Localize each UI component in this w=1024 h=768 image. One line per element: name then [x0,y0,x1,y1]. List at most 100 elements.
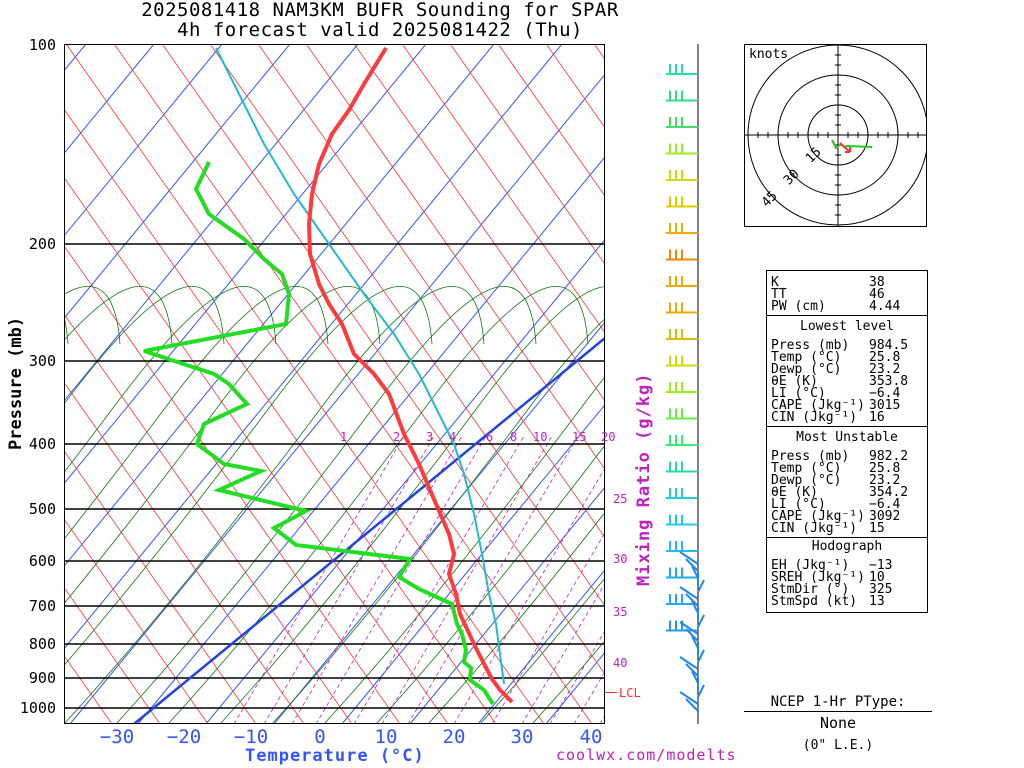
pressure-tick: 400 [28,435,56,453]
stat-label: StmDir (°) [771,582,850,597]
dewpoint-trace [143,161,495,706]
stat-value: 25.8 [869,350,901,365]
title-line-2: 4h forecast valid 2025081422 (Thu) [177,19,583,41]
stat-label: CAPE (Jkg⁻¹) [771,398,865,413]
mixing-ratio-side-label: 35 [613,605,628,619]
wind-barb [697,649,705,663]
most-unstable-row: CIN (Jkg⁻¹) 15 [767,521,927,536]
stat-label: EH (Jkg⁻¹) [771,558,850,573]
isotherm [545,651,605,724]
moist-adiabat [64,286,485,724]
lcl-marker [605,692,617,693]
stats-table: K 38 TT 46 PW (cm) 4.44 Lowest level Press … [766,270,928,613]
stat-value: 3015 [869,398,901,413]
wind-barb-column [666,44,705,724]
hodograph-stats-heading: Hodograph [811,539,883,554]
wind-barb [685,593,699,607]
wind-barb [666,302,698,314]
wind-barb [666,249,698,261]
moist-adiabat [64,286,121,345]
hodograph-stats-row: StmSpd (kt) 13 [767,595,927,608]
most-unstable-row: Temp (°C) 25.8 [767,461,927,476]
moist-adiabat [219,286,605,724]
mixing-ratio-line [453,467,605,724]
stat-value: 23.2 [869,362,901,377]
most-unstable-row: Press (mb) 982.2 [767,449,927,464]
wind-barb [679,621,699,635]
wind-barb [666,488,698,499]
moist-adiabat [64,286,329,540]
wind-barb [666,143,698,155]
temp-tick: −20 [166,726,202,748]
hodograph-units: knots [749,47,789,62]
wind-barb [666,223,698,234]
hodograph-stats-row: EH (Jkg⁻¹) −13 [767,558,927,573]
lowest-level-row: Temp (°C) 25.8 [767,350,927,365]
stat-label: θE (K) [771,485,818,500]
wind-barbs-upper [666,64,698,632]
dry-adiabat-lines [64,44,605,724]
mixing-ratio-side-label: 30 [613,552,628,566]
wind-barb [685,628,699,642]
wind-barb [666,620,698,632]
pressure-tick: 100 [28,36,56,54]
dry-adiabat [64,245,401,724]
temp-tick: 30 [510,726,534,748]
wind-barb [666,567,698,579]
isotherm [64,44,223,237]
mixing-ratio-line [491,531,605,724]
dry-adiabat [401,44,605,334]
stat-label: Press (mb) [771,338,850,353]
mixing-ratio-label: 3 [426,430,434,444]
moist-adiabat [115,286,537,724]
mixing-ratio-label: 20 [601,430,616,444]
stat-label: Press (mb) [771,449,850,464]
mixing-ratio-label: 10 [533,430,548,444]
parcel-trace [215,47,505,685]
hodograph [744,44,927,227]
wind-barb [685,558,699,572]
pressure-tick: 1000 [19,699,56,717]
x-axis-label: Temperature (°C) [245,746,425,766]
stat-value: 984.5 [869,338,909,353]
isotherm-lines [64,44,605,724]
stat-value: 325 [869,582,893,597]
stat-label: K [771,275,779,290]
isotherm [64,44,359,402]
stat-value: 3092 [869,509,901,524]
lowest-level-row: θE (K) 353.8 [767,375,927,388]
isotherm [205,238,605,724]
stat-value: −6.4 [869,497,901,512]
isotherm [64,44,427,485]
hodograph-stats-row: StmDir (°) 325 [767,582,927,597]
ptype-heading: NCEP 1-Hr PType: [770,694,906,710]
dry-adiabat [64,381,305,724]
wind-barb [679,656,699,670]
temp-tick: −30 [99,726,135,748]
wind-barb [666,64,698,75]
stat-value: 25.8 [869,461,901,476]
moist-adiabat [64,286,225,405]
stat-label: CIN (Jkg⁻¹) [771,521,858,536]
stat-value: 15 [869,521,885,536]
temp-tick: 0 [314,726,326,748]
stat-label: TT [771,287,787,302]
moist-adiabat-lines [64,286,605,724]
most-unstable-row: LI (°C) −6.4 [767,497,927,512]
lcl-label: LCL [619,686,641,700]
stat-value: −6.4 [869,386,901,401]
most-unstable-heading: Most Unstable [796,430,898,445]
pressure-tick: 800 [28,635,56,653]
moist-adiabat [64,286,277,474]
stat-value: 982.2 [869,449,909,464]
ptype-value: None [819,714,857,732]
dry-adiabat [64,313,353,724]
mixing-ratio-line [353,435,525,724]
temp-tick: −10 [233,726,269,748]
wind-barb [666,90,698,102]
isotherm [64,44,87,72]
stat-row-tt: TT 46 [767,287,927,302]
mixing-ratio-label: 6 [486,430,494,444]
isotherm [341,403,605,724]
isotherm [64,44,291,320]
